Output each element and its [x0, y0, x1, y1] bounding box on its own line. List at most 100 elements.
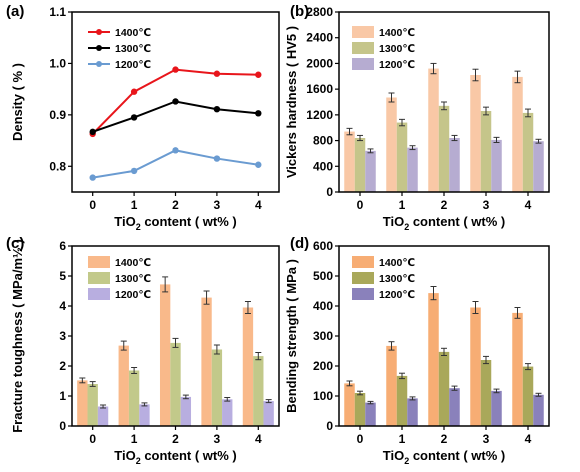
- legend-marker: [96, 29, 102, 35]
- bar: [170, 342, 181, 426]
- y-tick-label: 2800: [306, 5, 333, 19]
- bar: [522, 366, 534, 426]
- y-tick-label: 0: [59, 419, 66, 433]
- bar: [386, 97, 397, 192]
- legend-label: 1200℃: [115, 289, 151, 301]
- legend-swatch: [88, 272, 110, 284]
- x-tick-label: 2: [172, 432, 179, 446]
- legend-swatch: [352, 256, 374, 268]
- bar: [87, 384, 98, 426]
- y-tick-label: 3: [59, 329, 66, 343]
- bar: [344, 383, 355, 426]
- data-point: [213, 70, 221, 77]
- bar: [491, 390, 502, 426]
- bar: [159, 284, 171, 426]
- data-point: [255, 161, 262, 168]
- x-tick-label: 3: [214, 198, 221, 212]
- bar: [118, 345, 129, 426]
- y-tick-label: 5: [59, 269, 66, 283]
- x-tick-label: 4: [255, 432, 262, 446]
- y-tick-label: 500: [313, 269, 333, 283]
- data-point: [213, 106, 221, 113]
- series-line-2: [92, 100, 259, 133]
- x-tick-label: 3: [483, 198, 490, 212]
- bar: [533, 394, 544, 426]
- bar: [365, 150, 376, 192]
- y-tick-label: 0.8: [49, 159, 66, 173]
- x-tick-label: 0: [89, 432, 96, 446]
- y-tick-label: 800: [313, 134, 333, 148]
- y-tick-label: 100: [313, 389, 333, 403]
- bar: [533, 141, 544, 192]
- plot-frame: [71, 11, 280, 193]
- x-tick-label: 0: [89, 198, 96, 212]
- bar: [139, 404, 150, 426]
- legend-label: 1300℃: [115, 43, 151, 55]
- x-axis-label: TiO2 content ( wt% ): [383, 448, 506, 466]
- data-point: [130, 114, 138, 121]
- x-tick-label: 2: [172, 198, 179, 212]
- panel-2: (b) 0 400 800 1200 1600 2000 2400 2800 0 1 2 3 4 1400℃…: [284, 3, 550, 232]
- bar: [512, 76, 523, 192]
- legend-label: 1200℃: [115, 59, 151, 71]
- y-tick-label: 0: [326, 419, 333, 433]
- data-point: [172, 147, 179, 154]
- bar: [97, 406, 109, 426]
- data-point: [172, 66, 179, 73]
- data-point: [89, 128, 96, 136]
- y-tick-label: 600: [313, 239, 333, 253]
- bar: [438, 351, 450, 426]
- legend-swatch: [88, 288, 110, 300]
- x-axis-label: TiO2 content ( wt% ): [383, 214, 506, 232]
- x-tick-label: 1: [399, 198, 406, 212]
- panel-label: (d): [290, 235, 309, 252]
- legend-label: 1300℃: [115, 273, 151, 285]
- panel-label: (a): [6, 3, 24, 20]
- legend-label: 1400℃: [115, 257, 151, 269]
- series-line-3: [92, 149, 259, 179]
- x-tick-label: 4: [525, 198, 532, 212]
- legend-label: 1300℃: [379, 43, 415, 55]
- x-tick-label: 4: [525, 432, 532, 446]
- y-tick-label: 4: [59, 299, 66, 313]
- x-tick-label: 2: [441, 432, 448, 446]
- legend-swatch: [352, 288, 374, 300]
- y-tick-label: 300: [313, 329, 333, 343]
- bar: [365, 402, 376, 426]
- y-tick-label: 400: [313, 299, 333, 313]
- x-tick-label: 0: [357, 198, 364, 212]
- y-tick-label: 1.1: [49, 5, 66, 19]
- bar: [396, 122, 408, 192]
- bar: [344, 131, 355, 192]
- bar: [470, 75, 481, 192]
- bar: [128, 370, 140, 426]
- panel-label: (b): [290, 3, 309, 20]
- bar: [396, 375, 408, 426]
- y-tick-label: 1.0: [49, 56, 66, 70]
- bar: [354, 138, 366, 192]
- plot-frame: [338, 245, 550, 427]
- y-axis-label: Bending strength ( MPa ): [284, 259, 299, 413]
- legend-label: 1200℃: [379, 289, 415, 301]
- y-tick-label: 2: [59, 359, 66, 373]
- data-point: [172, 98, 179, 105]
- x-tick-label: 1: [399, 432, 406, 446]
- legend-swatch: [352, 42, 374, 54]
- bar: [449, 388, 460, 426]
- legend-label: 1200℃: [379, 59, 415, 71]
- x-tick-label: 3: [214, 432, 221, 446]
- y-axis-label: Density ( % ): [10, 63, 25, 141]
- x-tick-label: 1: [131, 432, 138, 446]
- y-tick-label: 400: [313, 159, 333, 173]
- data-point: [130, 88, 138, 95]
- y-tick-label: 200: [313, 359, 333, 373]
- legend-label: 1400℃: [379, 27, 415, 39]
- y-tick-label: 2000: [306, 56, 333, 70]
- data-point: [89, 174, 96, 181]
- bar: [480, 360, 492, 426]
- x-axis-label: TiO2 content ( wt% ): [114, 448, 237, 466]
- y-tick-label: 1600: [306, 82, 333, 96]
- y-tick-label: 2400: [306, 31, 333, 45]
- plot-frame: [338, 11, 550, 193]
